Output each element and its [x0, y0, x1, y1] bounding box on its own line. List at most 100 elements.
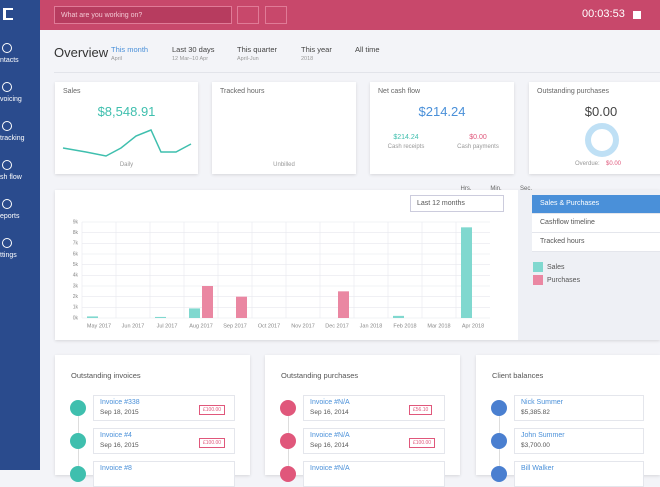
item-name: Invoice #N/A [310, 432, 350, 439]
purchases-card: Outstanding purchases $0.00 Overdue: $0.… [529, 82, 660, 174]
tab-sub: April-Jun [237, 56, 259, 62]
nav-item[interactable]: ttings [0, 252, 17, 259]
x-tick-label: Feb 2018 [393, 323, 416, 329]
bar [202, 286, 213, 318]
tab[interactable]: This year [301, 45, 332, 54]
list-icon [280, 433, 296, 449]
bar [155, 316, 166, 318]
list-title: Outstanding purchases [281, 371, 359, 380]
range-select[interactable]: Last 12 months [410, 195, 504, 212]
list-item[interactable] [303, 428, 445, 454]
card-title: Net cash flow [378, 88, 421, 95]
tab-sub: 2018 [301, 56, 314, 62]
list-icon [70, 400, 86, 416]
topbar: What are you working on? 00:03:53 [40, 0, 660, 30]
y-tick-label: 0k [73, 315, 79, 321]
x-tick-label: Mar 2018 [427, 323, 450, 329]
list-item[interactable] [514, 428, 644, 454]
list-icon [70, 466, 86, 482]
search-box[interactable]: What are you working on? [54, 6, 232, 24]
x-tick-label: Jan 2018 [360, 323, 383, 329]
menu-item[interactable]: Cashflow timeline [532, 214, 660, 233]
nav-item[interactable]: eports [0, 213, 20, 220]
cashflow-card: Net cash flow $214.24 $214.24 Cash recei… [370, 82, 514, 174]
overdue: $0.00 [606, 161, 622, 167]
payments: $0.00 [469, 134, 487, 141]
x-tick-label: Sep 2017 [223, 323, 247, 329]
item-name: Invoice #8 [100, 465, 132, 472]
bar [338, 291, 349, 318]
payments-label: Cash payments [457, 144, 499, 150]
tab-sub: 12 Mar–10 Apr [172, 56, 209, 62]
tab[interactable]: This quarter [237, 45, 278, 54]
y-tick-label: 8k [73, 230, 79, 236]
nav-item[interactable]: tracking [0, 135, 25, 142]
icon-button[interactable] [265, 6, 287, 24]
tab[interactable]: Last 30 days [172, 45, 215, 54]
list-title: Client balances [492, 371, 544, 380]
list-icon [491, 466, 507, 482]
chart: 0k 1k 2k 3k 4k 5k 6k 7k 8k 9k May 2017 Jun 2017 Jul … [73, 219, 490, 329]
x-tick-label: Dec 2017 [325, 323, 349, 329]
x-tick-label: May 2017 [87, 323, 111, 329]
bar [236, 296, 247, 318]
item-amount: £100.00 [409, 438, 436, 448]
nav-icon [2, 160, 12, 170]
logo [3, 8, 13, 20]
nav-item[interactable]: voicing [0, 96, 22, 103]
timer: 00:03:53 [582, 8, 625, 20]
y-tick-label: 9k [73, 219, 79, 225]
list-icon [491, 433, 507, 449]
bar [87, 316, 98, 318]
nav-item[interactable]: ntacts [0, 57, 19, 64]
item-sub: Sep 16, 2015 [100, 442, 139, 449]
item-name: Bill Walker [521, 465, 554, 472]
icon-button[interactable] [237, 6, 259, 24]
bar [393, 315, 404, 318]
item-amount: £100.00 [199, 438, 226, 448]
item-name: John Summer [521, 432, 565, 439]
list-title: Outstanding invoices [71, 371, 141, 380]
nav-item[interactable]: sh flow [0, 174, 22, 181]
x-tick-label: Aug 2017 [189, 323, 213, 329]
receipts-label: Cash receipts [387, 144, 425, 150]
amount: $8,548.91 [97, 104, 156, 119]
donut [585, 123, 619, 157]
x-tick-label: Jun 2017 [122, 323, 145, 329]
list-icon [491, 400, 507, 416]
receipts: $214.24 [393, 134, 419, 141]
item-amount: £100.00 [199, 405, 226, 415]
caption: Unbilled [273, 162, 295, 168]
list-icon [280, 400, 296, 416]
list-item[interactable] [93, 395, 235, 421]
card-title: Sales [63, 88, 81, 95]
tab[interactable]: This month [111, 45, 149, 54]
menu-item[interactable]: Tracked hours [532, 233, 660, 252]
item-sub: $3,700.00 [521, 442, 550, 449]
caption: Daily [119, 162, 134, 168]
nav-icon [2, 43, 12, 53]
list-item[interactable] [93, 428, 235, 454]
x-tick-label: Oct 2017 [258, 323, 280, 329]
tab-sub: April [111, 56, 123, 62]
list-item[interactable] [303, 395, 445, 421]
stop-button[interactable] [633, 11, 641, 19]
item-name: Nick Summer [521, 399, 564, 406]
list-item[interactable] [514, 395, 644, 421]
sales-card: Sales $8,548.91 Daily [55, 82, 198, 174]
unit: Min. [490, 186, 502, 192]
amount: $214.24 [418, 104, 466, 119]
legend-label: Purchases [547, 277, 581, 284]
list-icon [70, 433, 86, 449]
nav-icon [2, 121, 12, 131]
x-tick-label: Jul 2017 [157, 323, 178, 329]
y-tick-label: 3k [73, 283, 79, 289]
nav-icon [2, 238, 12, 248]
y-tick-label: 7k [73, 241, 79, 247]
nav-icon [2, 82, 12, 92]
tab[interactable]: All time [355, 45, 380, 54]
legend-swatch [533, 262, 543, 272]
item-sub: Sep 16, 2014 [310, 409, 349, 416]
amount: $0.00 [584, 104, 618, 119]
menu-item[interactable]: Sales & Purchases [532, 195, 660, 214]
